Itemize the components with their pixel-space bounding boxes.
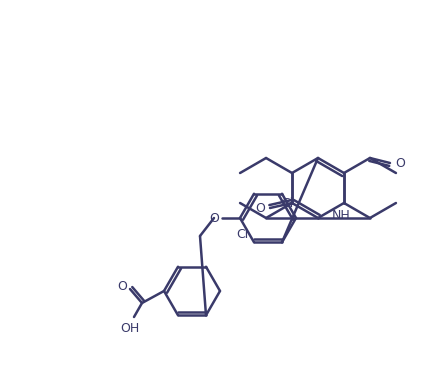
Text: Cl: Cl (281, 197, 293, 210)
Text: OH: OH (120, 322, 140, 334)
Text: NH: NH (332, 208, 351, 221)
Text: O: O (117, 280, 127, 294)
Text: O: O (255, 202, 265, 215)
Text: O: O (209, 212, 219, 224)
Text: Cl: Cl (236, 228, 248, 241)
Text: O: O (395, 156, 405, 169)
